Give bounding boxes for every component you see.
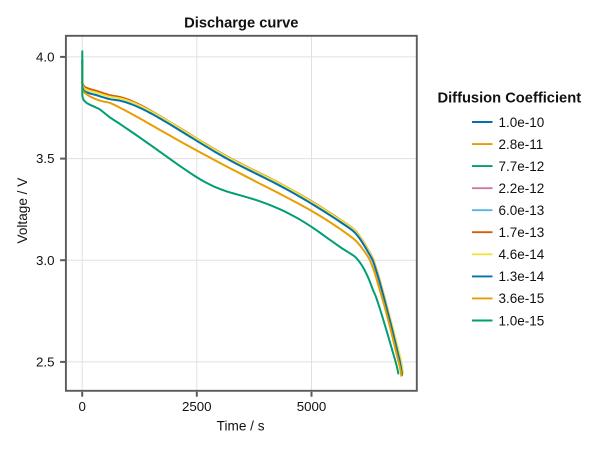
svg-text:3.6e-15: 3.6e-15 [499,291,545,306]
svg-text:Diffusion Coefficient: Diffusion Coefficient [437,90,581,106]
svg-text:Discharge curve: Discharge curve [184,15,298,31]
svg-text:Voltage / V: Voltage / V [15,178,30,244]
svg-text:3.0: 3.0 [36,253,55,268]
svg-text:3.5: 3.5 [36,151,55,166]
svg-text:2.5: 2.5 [36,355,55,370]
svg-text:0: 0 [78,399,85,414]
svg-text:2.2e-12: 2.2e-12 [499,181,545,196]
svg-text:6.0e-13: 6.0e-13 [499,203,545,218]
svg-text:1.0e-15: 1.0e-15 [499,313,545,328]
svg-text:4.6e-14: 4.6e-14 [499,247,545,262]
svg-text:4.0: 4.0 [36,50,55,65]
svg-text:1.7e-13: 1.7e-13 [499,225,545,240]
svg-text:7.7e-12: 7.7e-12 [499,159,545,174]
svg-text:Time / s: Time / s [217,419,265,434]
svg-text:2500: 2500 [182,399,212,414]
svg-text:5000: 5000 [297,399,327,414]
svg-text:1.0e-10: 1.0e-10 [499,115,545,130]
svg-text:2.8e-11: 2.8e-11 [499,137,544,152]
svg-text:1.3e-14: 1.3e-14 [499,269,545,284]
